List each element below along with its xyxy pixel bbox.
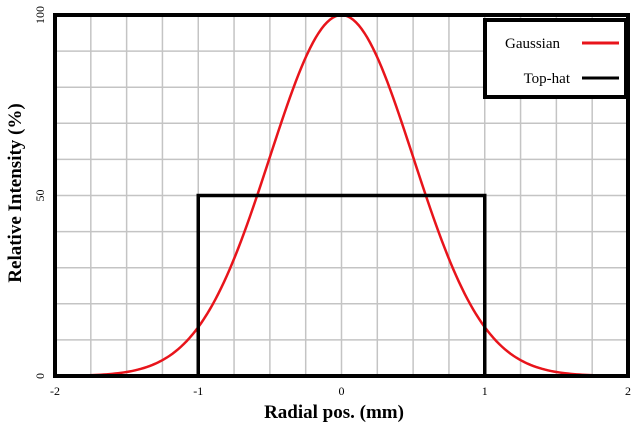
- y-tick-labels: 0 50 100: [33, 6, 47, 379]
- legend-label-gaussian: Gaussian: [505, 36, 560, 52]
- y-axis-title: Relative Intensity (%): [5, 103, 26, 282]
- x-tick-label: 2: [625, 384, 631, 398]
- x-axis-title: Radial pos. (mm): [264, 402, 404, 423]
- y-tick-label: 0: [33, 373, 47, 379]
- legend-box: [483, 18, 628, 99]
- y-tick-label: 50: [33, 190, 47, 202]
- x-tick-labels: -2 -1 0 1 2: [50, 384, 631, 398]
- x-tick-label: 1: [482, 384, 488, 398]
- series-line-top-hat: [196, 193, 487, 376]
- x-tick-label: -1: [193, 384, 203, 398]
- legend: Gaussian Top-hat: [483, 18, 628, 99]
- y-tick-label: 100: [33, 6, 47, 24]
- plot-frame: [53, 13, 630, 378]
- x-tick-label: -2: [50, 384, 60, 398]
- x-tick-label: 0: [339, 384, 345, 398]
- legend-label-top-hat: Top-hat: [524, 71, 571, 87]
